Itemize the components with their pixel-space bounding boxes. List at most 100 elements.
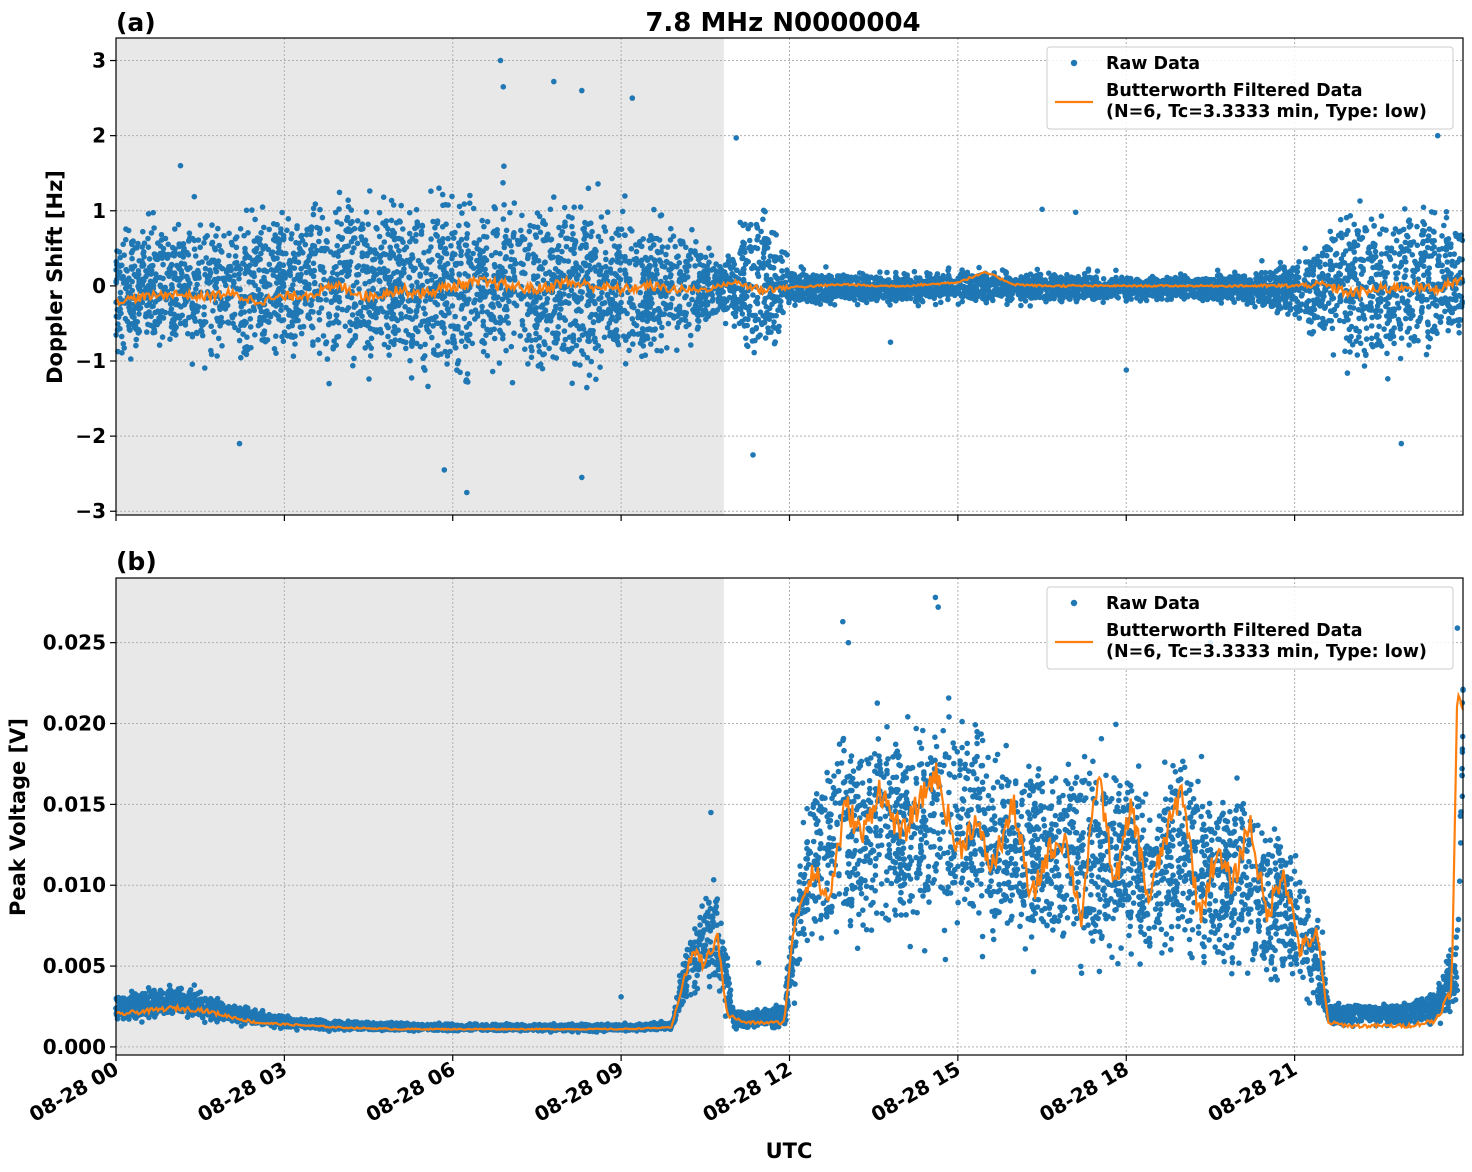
raw-point-3634 bbox=[1277, 264, 1284, 271]
raw-point-2462 bbox=[1361, 363, 1368, 369]
raw-point-1358 bbox=[310, 342, 316, 349]
raw-point-302 bbox=[415, 303, 422, 310]
raw-point-3400 bbox=[385, 333, 391, 340]
raw-point-4852 bbox=[754, 237, 760, 243]
raw-point-52 bbox=[1143, 297, 1150, 304]
raw-point-4452 bbox=[1319, 315, 1326, 322]
raw-point-4718 bbox=[458, 338, 465, 345]
raw-point-3864 bbox=[360, 304, 367, 311]
raw-point-4226 bbox=[743, 257, 750, 264]
raw-point-4708 bbox=[303, 285, 310, 291]
raw-point-170 bbox=[421, 249, 427, 256]
raw-point-1603 bbox=[466, 200, 473, 206]
raw-point-1436 bbox=[310, 205, 317, 212]
raw-point-2781 bbox=[1424, 244, 1431, 251]
raw-point-2899 bbox=[1377, 259, 1384, 265]
raw-point-1819 bbox=[1414, 323, 1420, 330]
raw-point-1347 bbox=[413, 231, 419, 238]
raw-point-731 bbox=[456, 203, 463, 210]
raw-point-4880 bbox=[477, 297, 483, 303]
raw-point-4340 bbox=[570, 231, 576, 237]
raw-point-2990 bbox=[284, 227, 290, 234]
raw-point-3445 bbox=[371, 305, 377, 311]
raw-point-1557 bbox=[388, 217, 395, 224]
raw-point-687 bbox=[1100, 299, 1106, 306]
raw-point-1531 bbox=[1403, 267, 1409, 274]
raw-point-4952 bbox=[763, 304, 770, 310]
raw-point-619 bbox=[376, 233, 383, 240]
raw-point-2827 bbox=[915, 302, 922, 309]
raw-point-3197 bbox=[959, 267, 965, 273]
raw-point-1685 bbox=[597, 364, 603, 371]
raw-point-4156 bbox=[664, 244, 671, 250]
raw-point-3851 bbox=[743, 335, 749, 342]
raw-point-4557 bbox=[312, 250, 318, 257]
raw-point-2960 bbox=[378, 244, 385, 250]
raw-point-3556 bbox=[677, 268, 684, 275]
raw-point-1057 bbox=[1347, 349, 1353, 355]
raw-point-1971 bbox=[753, 221, 760, 228]
raw-point-4723 bbox=[274, 255, 280, 262]
raw-point-2431 bbox=[740, 222, 746, 229]
raw-point-4790 bbox=[535, 258, 542, 264]
raw-point-2455 bbox=[1410, 267, 1416, 274]
raw-point-4135 bbox=[1347, 270, 1353, 277]
raw-point-1501 bbox=[310, 211, 317, 218]
raw-point-3960 bbox=[191, 237, 198, 244]
raw-point-1262 bbox=[611, 278, 617, 285]
raw-point-3790 bbox=[547, 248, 554, 255]
raw-point-4888 bbox=[720, 299, 726, 306]
raw-point-3333 bbox=[334, 296, 340, 303]
raw-point-4117 bbox=[582, 219, 588, 226]
raw-point-4407 bbox=[526, 228, 533, 235]
raw-point-4438 bbox=[1414, 242, 1421, 249]
raw-point-3278 bbox=[157, 250, 164, 257]
raw-point-4762 bbox=[821, 288, 828, 294]
raw-point-4498 bbox=[571, 250, 577, 257]
raw-point-4038 bbox=[435, 343, 441, 349]
raw-point-3380 bbox=[442, 201, 449, 208]
raw-point-2051 bbox=[748, 221, 754, 228]
raw-point-4690 bbox=[706, 311, 713, 317]
raw-point-3646 bbox=[775, 328, 782, 335]
raw-point-1102 bbox=[665, 320, 672, 327]
raw-point-87 bbox=[693, 239, 699, 245]
raw-point-1889 bbox=[688, 342, 694, 348]
raw-point-2018 bbox=[324, 226, 331, 232]
raw-point-4551 bbox=[570, 269, 577, 275]
raw-point-137 bbox=[148, 230, 155, 236]
raw-point-4596 bbox=[173, 332, 179, 338]
raw-point-3589 bbox=[279, 209, 285, 216]
raw-point-1017 bbox=[247, 324, 254, 330]
raw-point-4242 bbox=[666, 267, 672, 273]
raw-point-3407 bbox=[311, 267, 318, 274]
raw-point-3593 bbox=[426, 258, 432, 264]
raw-point-286 bbox=[470, 250, 476, 257]
raw-point-3887 bbox=[1384, 350, 1390, 357]
raw-point-2997 bbox=[249, 279, 256, 286]
raw-point-4646 bbox=[354, 240, 361, 247]
raw-point-659 bbox=[746, 237, 753, 244]
raw-point-3820 bbox=[626, 347, 632, 354]
raw-point-2813 bbox=[407, 239, 413, 245]
raw-point-1891 bbox=[767, 253, 774, 259]
raw-point-1515 bbox=[255, 286, 262, 293]
raw-point-2975 bbox=[320, 333, 327, 339]
raw-point-4616 bbox=[503, 347, 509, 354]
raw-point-1256 bbox=[509, 379, 516, 386]
raw-point-4374 bbox=[1429, 239, 1436, 245]
raw-point-4735 bbox=[763, 236, 770, 242]
raw-point-3760 bbox=[667, 304, 674, 311]
raw-point-211 bbox=[303, 231, 310, 238]
raw-point-3297 bbox=[436, 185, 442, 191]
raw-point-4291 bbox=[432, 225, 438, 231]
raw-point-1067 bbox=[118, 310, 124, 317]
raw-point-4962 bbox=[1445, 327, 1451, 334]
raw-point-4169 bbox=[1449, 262, 1455, 268]
raw-point-1657 bbox=[1330, 352, 1337, 358]
raw-point-4040 bbox=[443, 301, 450, 308]
raw-point-1151 bbox=[425, 383, 431, 390]
raw-point-4820 bbox=[1426, 253, 1432, 259]
raw-point-3177 bbox=[579, 323, 586, 329]
raw-point-502 bbox=[249, 207, 255, 213]
